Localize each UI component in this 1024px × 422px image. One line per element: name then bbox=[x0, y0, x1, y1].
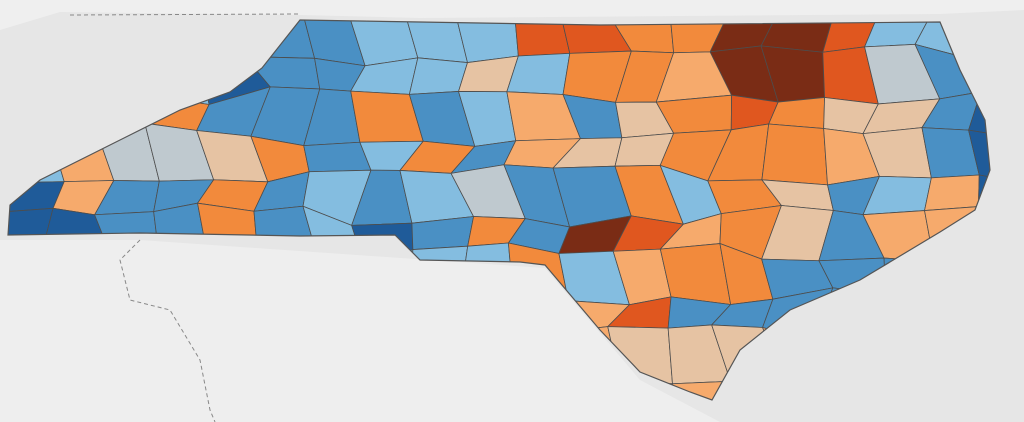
county bbox=[659, 243, 732, 305]
county bbox=[924, 174, 980, 211]
county bbox=[408, 57, 469, 95]
neighbor-state bbox=[0, 240, 720, 422]
county bbox=[968, 129, 990, 186]
county bbox=[978, 174, 990, 211]
county bbox=[303, 141, 372, 173]
neighbor-state bbox=[0, 0, 1024, 30]
state-border bbox=[69, 13, 301, 16]
state-border bbox=[119, 239, 216, 422]
county bbox=[761, 123, 828, 186]
